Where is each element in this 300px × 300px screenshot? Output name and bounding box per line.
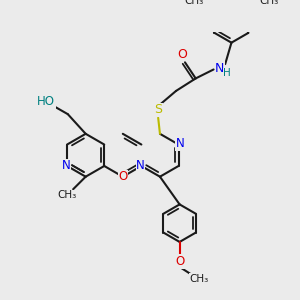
Text: CH₃: CH₃ [57, 190, 76, 200]
Text: CH₃: CH₃ [260, 0, 279, 6]
Text: O: O [118, 170, 128, 183]
Text: N: N [62, 160, 70, 172]
Text: O: O [177, 48, 187, 61]
Text: N: N [215, 62, 224, 75]
Text: N: N [176, 137, 185, 150]
Text: S: S [154, 103, 162, 116]
Text: O: O [175, 255, 184, 268]
Text: HO: HO [38, 95, 56, 108]
Text: H: H [223, 68, 231, 78]
Text: CH₃: CH₃ [190, 274, 209, 284]
Text: N: N [136, 160, 145, 172]
Text: CH₃: CH₃ [184, 0, 203, 6]
